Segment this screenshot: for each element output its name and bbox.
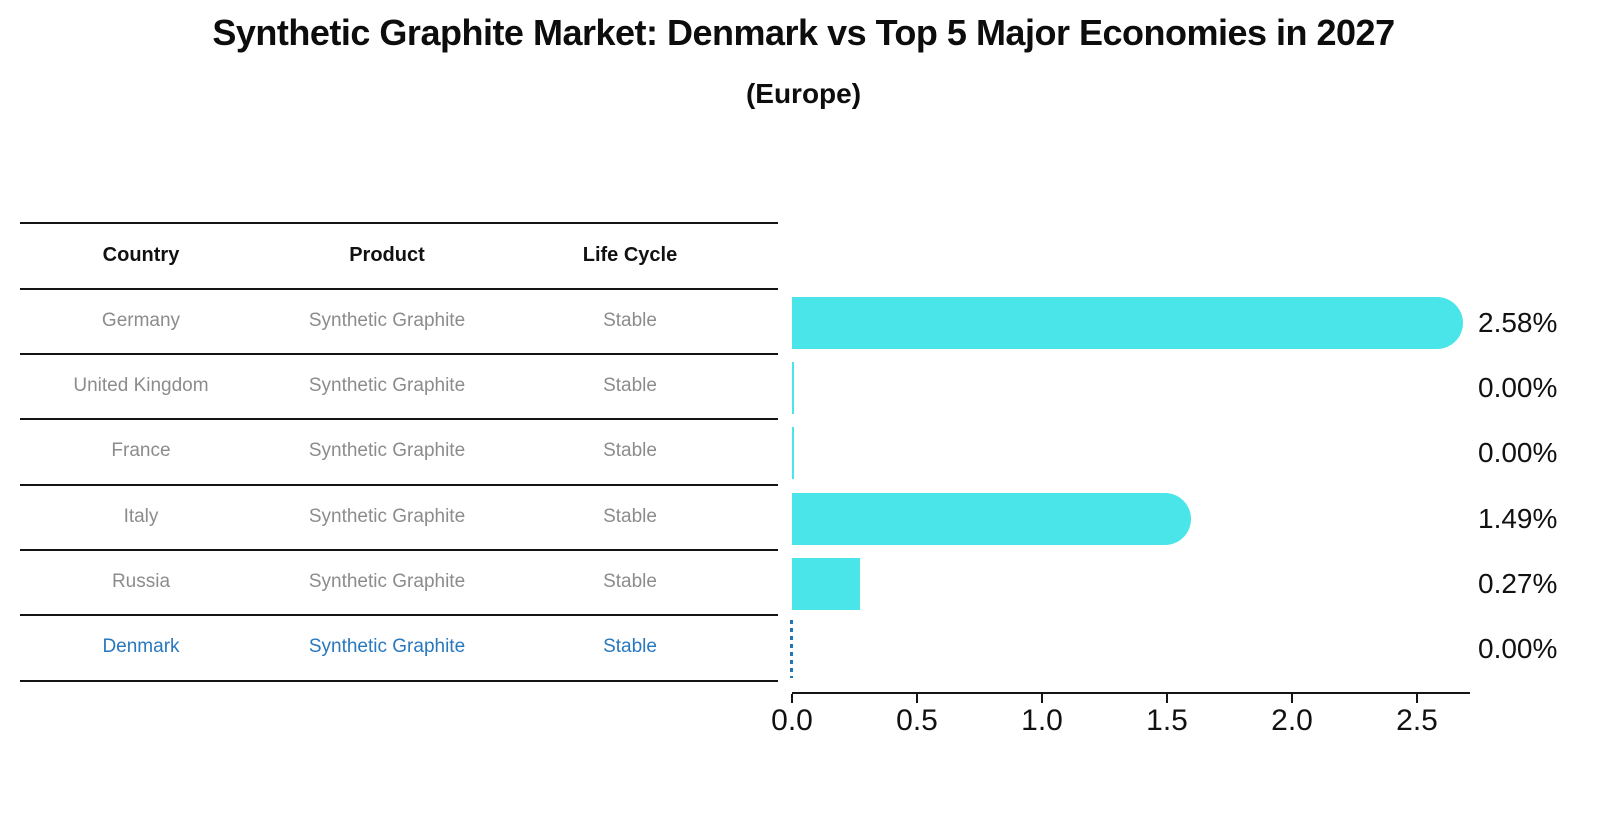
table-cell: Synthetic Graphite [308,374,466,396]
bar [792,362,794,414]
table-cell: Italy [123,505,159,527]
chart-subtitle: (Europe) [745,78,862,109]
x-axis-tick [916,694,918,703]
table-cell: Stable [603,505,657,527]
bar [792,493,1191,545]
x-axis-tick [1416,694,1418,703]
x-axis-tick [1291,694,1293,703]
x-axis-tick-label: 2.0 [1271,704,1313,737]
table-cell: Germany [101,309,181,331]
table-cell: Stable [603,570,657,592]
table-cell: Synthetic Graphite [308,570,466,592]
table-cell: Russia [111,570,171,592]
bar-value-label: 0.00% [1478,372,1558,403]
table-cell: Synthetic Graphite [308,440,466,461]
table-header-cell: Product [349,243,425,266]
table-rule [20,614,778,616]
x-axis-tick [1041,694,1043,703]
table-cell: Synthetic Graphite [308,309,466,331]
table-rule [20,484,778,486]
bar-value-label: 0.27% [1478,568,1558,599]
bar [792,558,860,610]
table-rule [20,680,778,682]
table-header-cell: Life Cycle [582,243,678,266]
table-rule [20,549,778,551]
x-axis-tick [791,694,793,703]
table-cell: Stable [603,636,657,657]
bar [792,427,794,479]
bar [792,297,1463,349]
x-axis-tick-label: 1.0 [1021,704,1063,737]
table-cell: Denmark [102,636,180,657]
bar-value-label: 0.00% [1478,437,1558,468]
x-axis-tick [1166,694,1168,703]
chart-title: Synthetic Graphite Market: Denmark vs To… [212,12,1395,53]
bar-value-label: 1.49% [1478,503,1558,534]
table-header-cell: Country [102,243,180,266]
bar-value-label: 2.58% [1478,307,1558,338]
table-cell: Stable [603,309,657,331]
table-cell: France [111,440,171,461]
table-cell: Synthetic Graphite [308,636,466,657]
x-axis-tick-label: 2.5 [1396,704,1438,737]
x-axis-tick-label: 0.0 [771,704,813,737]
table-rule [20,222,778,224]
table-rule [20,353,778,355]
table-cell: Synthetic Graphite [308,505,466,527]
x-axis-tick-label: 0.5 [896,704,938,737]
table-cell: Stable [603,374,657,396]
bar-value-label: 0.00% [1478,633,1558,664]
table-rule [20,288,778,290]
table-cell: Stable [603,440,657,461]
highlight-zero-bar [790,620,793,678]
table-cell: United Kingdom [73,374,209,396]
table-rule [20,418,778,420]
x-axis-tick-label: 1.5 [1146,704,1188,737]
x-axis [792,692,1470,694]
